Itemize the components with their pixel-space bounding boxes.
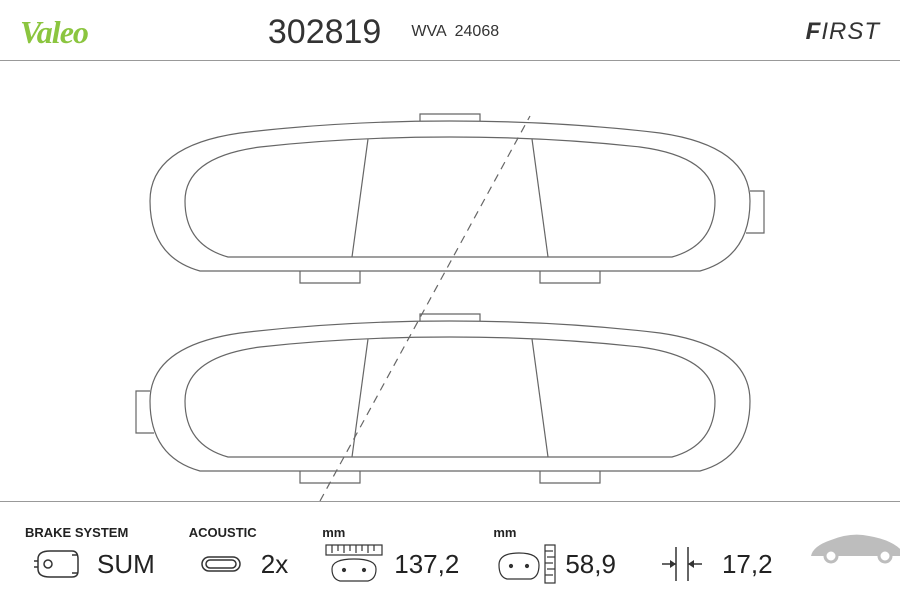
width-icon [322, 542, 386, 586]
width-unit: mm [322, 525, 345, 540]
spec-thickness: 17,2 [650, 508, 773, 586]
spec-height: mm 58,9 [493, 508, 616, 586]
shim-icon [189, 542, 253, 586]
height-value: 58,9 [565, 549, 616, 580]
width-value: 137,2 [394, 549, 459, 580]
wva-value: 24068 [455, 23, 500, 40]
height-unit: mm [493, 525, 516, 540]
brand-logo: Valeo [20, 14, 88, 51]
pad-schematic-svg [0, 61, 900, 501]
thickness-icon [650, 542, 714, 586]
upper-pad [150, 114, 764, 283]
spec-acoustic: ACOUSTIC 2x [189, 508, 288, 586]
spec-width: mm 137,2 [322, 508, 459, 586]
caliper-icon [25, 542, 89, 586]
series-logo: FIRST [806, 18, 880, 46]
brake-system-value: SUM [97, 549, 155, 580]
spec-brake-system: BRAKE SYSTEM SUM [25, 508, 155, 586]
brake-system-label: BRAKE SYSTEM [25, 525, 128, 540]
wva-label: WVA [411, 23, 445, 40]
part-number: 302819 [268, 13, 381, 52]
symmetry-dashline [320, 116, 530, 501]
series-suffix: IRST [821, 18, 880, 45]
brake-pad-diagram [0, 61, 900, 501]
wva-code: WVA 24068 [411, 23, 499, 41]
acoustic-value: 2x [261, 549, 288, 580]
lower-pad [136, 314, 750, 483]
spec-footer: BRAKE SYSTEM SUM ACOUSTIC 2x [0, 502, 900, 592]
thickness-value: 17,2 [722, 549, 773, 580]
acoustic-label: ACOUSTIC [189, 525, 257, 540]
car-icon [807, 526, 900, 569]
header: Valeo 302819 WVA 24068 FIRST [0, 0, 900, 60]
height-icon [493, 542, 557, 586]
